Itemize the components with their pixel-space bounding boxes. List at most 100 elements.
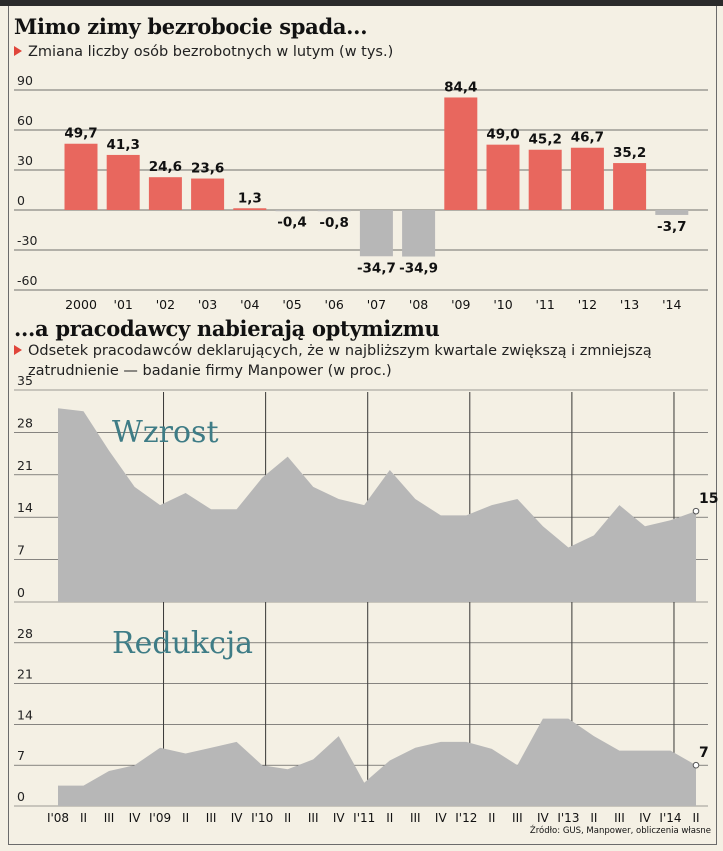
source-note: Źródło: GUS, Manpower, obliczenia własne — [529, 826, 711, 836]
top-rule — [0, 0, 723, 6]
area-x-tick-label: II — [386, 811, 393, 825]
bar-value-label: 24,6 — [149, 159, 182, 175]
series-label-Wzrost: Wzrost — [112, 415, 219, 450]
area-x-tick-label: II — [488, 811, 495, 825]
bar-x-tick-label: '04 — [240, 297, 259, 312]
bar-value-label: -0,8 — [319, 215, 349, 231]
bar-value-label: 1,3 — [238, 190, 262, 206]
area-x-tick-label: III — [410, 811, 421, 825]
end-value-label: 15 — [699, 491, 718, 507]
bar-value-label: 45,2 — [529, 132, 562, 148]
bar-chart-title: Mimo zimy bezrobocie spada... — [14, 14, 368, 39]
area-x-tick-label: II — [284, 811, 291, 825]
end-point-marker — [692, 507, 700, 515]
bar-x-tick-label: '13 — [620, 297, 639, 312]
area-x-tick-label: III — [104, 811, 115, 825]
bar-1 — [106, 154, 140, 210]
area-y-tick-label: 0 — [17, 585, 25, 600]
area-x-tick-label: I'11 — [353, 811, 375, 825]
bar-value-label: 23,6 — [191, 161, 224, 177]
bar-10 — [486, 144, 520, 210]
area-y-tick-label: 28 — [17, 415, 33, 430]
bar-x-tick-label: '05 — [282, 297, 301, 312]
bar-x-tick-label: 2000 — [65, 297, 97, 312]
bar-x-tick-label: '10 — [493, 297, 512, 312]
bar-value-label: -34,9 — [399, 261, 438, 277]
bar-value-label: 41,3 — [107, 137, 140, 153]
bar-x-tick-label: '07 — [367, 297, 386, 312]
bar-3 — [191, 178, 225, 210]
bar-value-label: 49,0 — [486, 127, 519, 143]
bar-11 — [528, 149, 562, 210]
bar-value-label: -34,7 — [357, 260, 396, 276]
area-y-tick-label: 14 — [17, 500, 33, 515]
area-x-tick-label: I'10 — [251, 811, 273, 825]
bar-5 — [275, 210, 309, 212]
area-x-tick-label: I'09 — [149, 811, 171, 825]
area-x-tick-label: IV — [333, 811, 346, 825]
bar-x-tick-label: '11 — [536, 297, 555, 312]
bar-y-tick-label: 30 — [17, 153, 33, 168]
bar-x-tick-label: '02 — [156, 297, 175, 312]
bar-x-tick-label: '08 — [409, 297, 428, 312]
end-value-label: 7 — [699, 745, 709, 761]
bar-x-tick-label: '14 — [662, 297, 681, 312]
area-Wzrost — [58, 408, 696, 602]
area-chart-subtitle: Odsetek pracodawców deklarujących, że w … — [14, 341, 652, 381]
bar-14 — [655, 210, 689, 215]
area-x-tick-label: I'12 — [455, 811, 477, 825]
bar-value-label: 35,2 — [613, 145, 646, 161]
area-x-tick-label: IV — [231, 811, 244, 825]
bar-y-tick-label: -30 — [17, 233, 37, 248]
area-chart-title: ...a pracodawcy nabierają optymizmu — [14, 316, 440, 341]
area-y-tick-label: 14 — [17, 707, 33, 722]
bar-0 — [64, 143, 98, 210]
area-x-tick-label: IV — [129, 811, 142, 825]
bar-y-tick-label: -60 — [17, 273, 37, 288]
bar-6 — [317, 210, 351, 212]
area-x-tick-label: IV — [639, 811, 652, 825]
bar-y-tick-label: 60 — [17, 113, 33, 128]
area-x-tick-label: II — [182, 811, 189, 825]
area-x-tick-label: II — [692, 811, 699, 825]
area-y-tick-label: 21 — [17, 667, 33, 682]
bar-12 — [570, 147, 604, 210]
triangle-bullet-icon — [14, 46, 22, 56]
bar-value-label: -0,4 — [277, 215, 307, 231]
triangle-bullet-icon — [14, 345, 22, 355]
area-x-tick-label: I'13 — [557, 811, 579, 825]
bar-2 — [148, 177, 182, 210]
area-x-tick-label: I'14 — [659, 811, 681, 825]
bar-x-tick-label: '09 — [451, 297, 470, 312]
bar-8 — [402, 210, 436, 257]
area-x-tick-label: III — [614, 811, 625, 825]
area-y-tick-label: 35 — [17, 373, 33, 388]
area-Redukcja — [58, 718, 696, 806]
area-x-tick-label: III — [512, 811, 523, 825]
area-x-tick-label: III — [308, 811, 319, 825]
bar-y-tick-label: 90 — [17, 73, 33, 88]
bar-chart-subtitle: Zmiana liczby osób bezrobotnych w lutym … — [14, 42, 393, 62]
area-x-tick-label: I'08 — [47, 811, 69, 825]
bar-value-label: -3,7 — [657, 219, 687, 235]
bar-value-label: 49,7 — [64, 126, 97, 142]
bar-9 — [444, 97, 478, 210]
bar-x-tick-label: '06 — [325, 297, 344, 312]
area-y-tick-label: 0 — [17, 789, 25, 804]
area-x-tick-label: IV — [537, 811, 550, 825]
area-x-tick-label: II — [590, 811, 597, 825]
bar-chart-subtitle-text: Zmiana liczby osób bezrobotnych w lutym … — [28, 44, 394, 60]
area-y-tick-label: 7 — [17, 543, 25, 558]
bar-13 — [613, 163, 647, 210]
area-x-tick-label: III — [206, 811, 217, 825]
bar-4 — [233, 208, 267, 210]
area-chart-subtitle-line1: Odsetek pracodawców deklarujących, że w … — [28, 343, 652, 359]
bar-x-tick-label: '12 — [578, 297, 597, 312]
area-y-tick-label: 28 — [17, 626, 33, 641]
bar-x-tick-label: '03 — [198, 297, 217, 312]
bar-value-label: 84,4 — [444, 79, 477, 95]
bar-x-tick-label: '01 — [114, 297, 133, 312]
area-x-tick-label: IV — [435, 811, 448, 825]
area-y-tick-label: 7 — [17, 748, 25, 763]
